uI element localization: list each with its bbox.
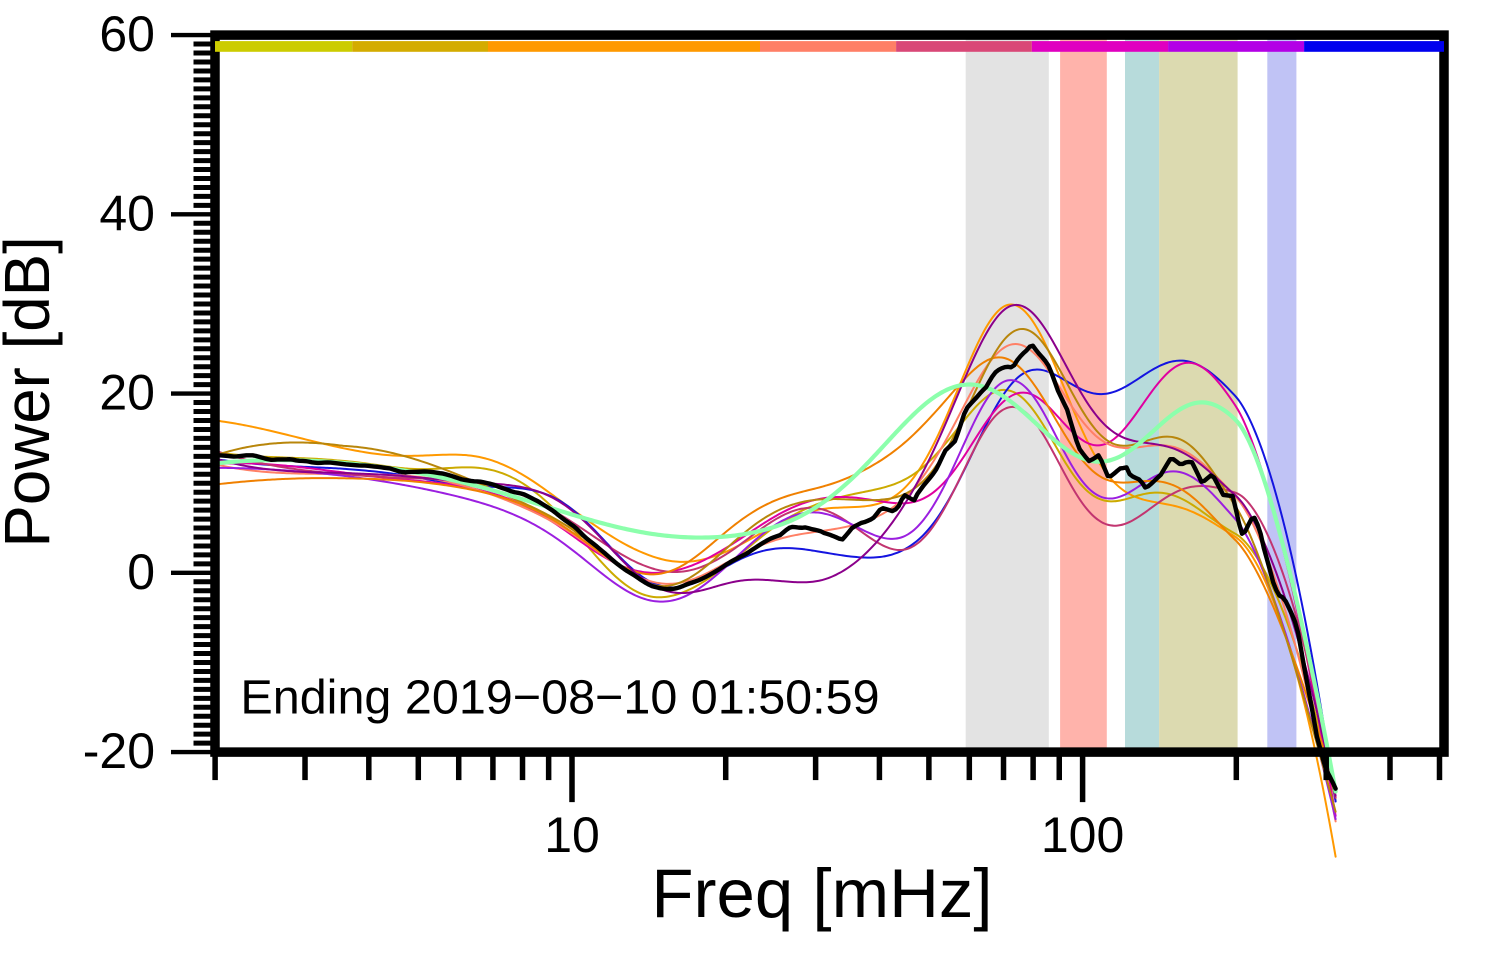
svg-text:20: 20 xyxy=(99,365,155,421)
svg-text:100: 100 xyxy=(1041,807,1124,863)
svg-text:0: 0 xyxy=(127,544,155,600)
svg-text:40: 40 xyxy=(99,185,155,241)
svg-text:10: 10 xyxy=(544,807,600,863)
svg-text:Freq [mHz]: Freq [mHz] xyxy=(651,855,992,932)
svg-text:60: 60 xyxy=(99,6,155,62)
svg-text:Ending 2019−08−10 01:50:59: Ending 2019−08−10 01:50:59 xyxy=(240,670,879,724)
svg-text:Power [dB]: Power [dB] xyxy=(0,236,63,548)
svg-text:-20: -20 xyxy=(83,723,155,779)
